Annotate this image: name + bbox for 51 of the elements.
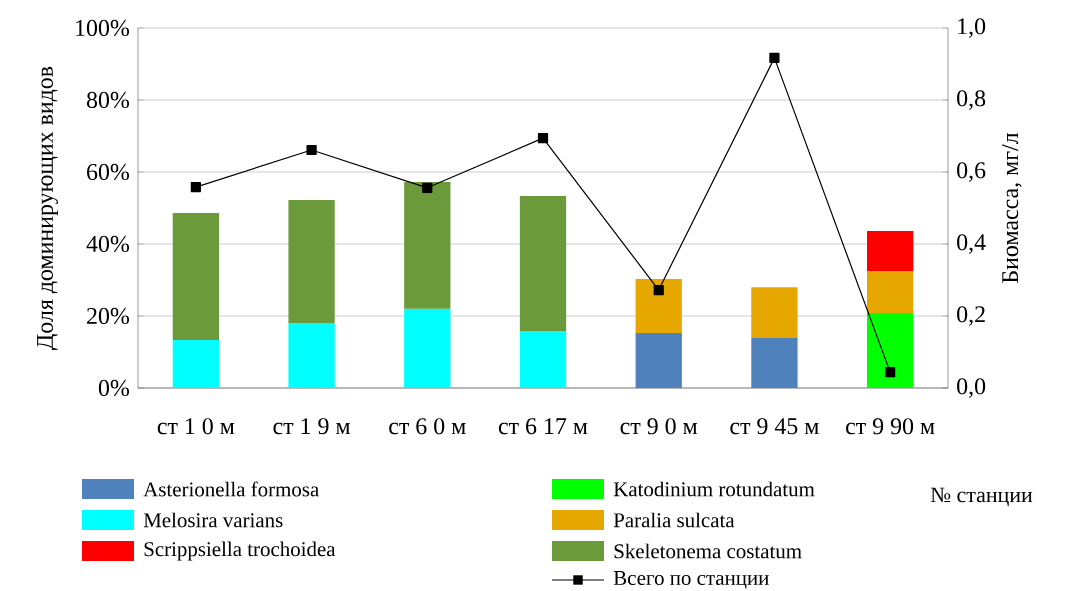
- x-tick-label: ст 6 0 м: [389, 418, 466, 435]
- point: [422, 182, 433, 193]
- point: [190, 182, 201, 193]
- y2-tick-label: 0,6: [957, 162, 986, 182]
- bar: [751, 287, 798, 338]
- y-tick-label: 60%: [87, 163, 130, 181]
- bar: [172, 213, 220, 341]
- point: [537, 133, 549, 144]
- bar: [519, 196, 567, 332]
- bar: [867, 270, 914, 314]
- legend-label: Skeletonema costatum: [614, 543, 802, 559]
- y2-tick-label: 0,4: [957, 234, 986, 254]
- point: [769, 52, 780, 63]
- x-tick-label: ст 9 90 м: [846, 418, 935, 435]
- y-tick-label: 100%: [76, 19, 130, 37]
- legend-label: Всего по станции: [613, 571, 769, 589]
- bar: [404, 308, 451, 388]
- bar: [404, 182, 451, 309]
- bar: [519, 331, 567, 388]
- x-tick-label: ст 9 45 м: [730, 418, 819, 435]
- bar: [635, 332, 682, 388]
- bar: [751, 337, 798, 388]
- x-tick-label: ст 1 9 м: [273, 418, 351, 435]
- point: [306, 144, 317, 156]
- legend-label: Asterionella formosa: [143, 481, 319, 497]
- bar: [867, 231, 914, 271]
- bar: [172, 340, 220, 388]
- y2-tick-label: 0,8: [957, 90, 986, 110]
- y-axis-title: Доля доминирующих видов: [37, 66, 58, 350]
- bar: [635, 278, 682, 333]
- x-tick-label: ст 1 0 м: [157, 418, 235, 435]
- point: [885, 367, 896, 378]
- y2-tick-label: 0,2: [957, 306, 985, 326]
- legend-label: Scrippsiella trochoidea: [144, 541, 336, 561]
- x-axis-title: № станции: [930, 487, 1033, 507]
- y2-tick-label: 0,0: [957, 378, 986, 398]
- y-tick-label: 0%: [98, 379, 130, 397]
- x-tick-label: ст 6 17 м: [498, 418, 588, 435]
- y2-tick-label: 1,0: [958, 18, 986, 38]
- bar: [288, 323, 335, 388]
- y-tick-label: 20%: [87, 307, 130, 325]
- y-tick-label: 80%: [86, 91, 130, 109]
- legend-label: Melosira varians: [143, 512, 283, 528]
- bar: [288, 200, 335, 324]
- legend-label: Paralia sulcata: [613, 512, 735, 528]
- legend-label: Katodinium rotundatum: [613, 481, 815, 497]
- x-tick-label: ст 9 0 м: [620, 418, 698, 435]
- y-tick-label: 40%: [86, 235, 130, 253]
- point: [653, 284, 664, 296]
- y2-axis-title: Биомасса, мг/л: [1002, 132, 1022, 283]
- bar: [867, 313, 914, 388]
